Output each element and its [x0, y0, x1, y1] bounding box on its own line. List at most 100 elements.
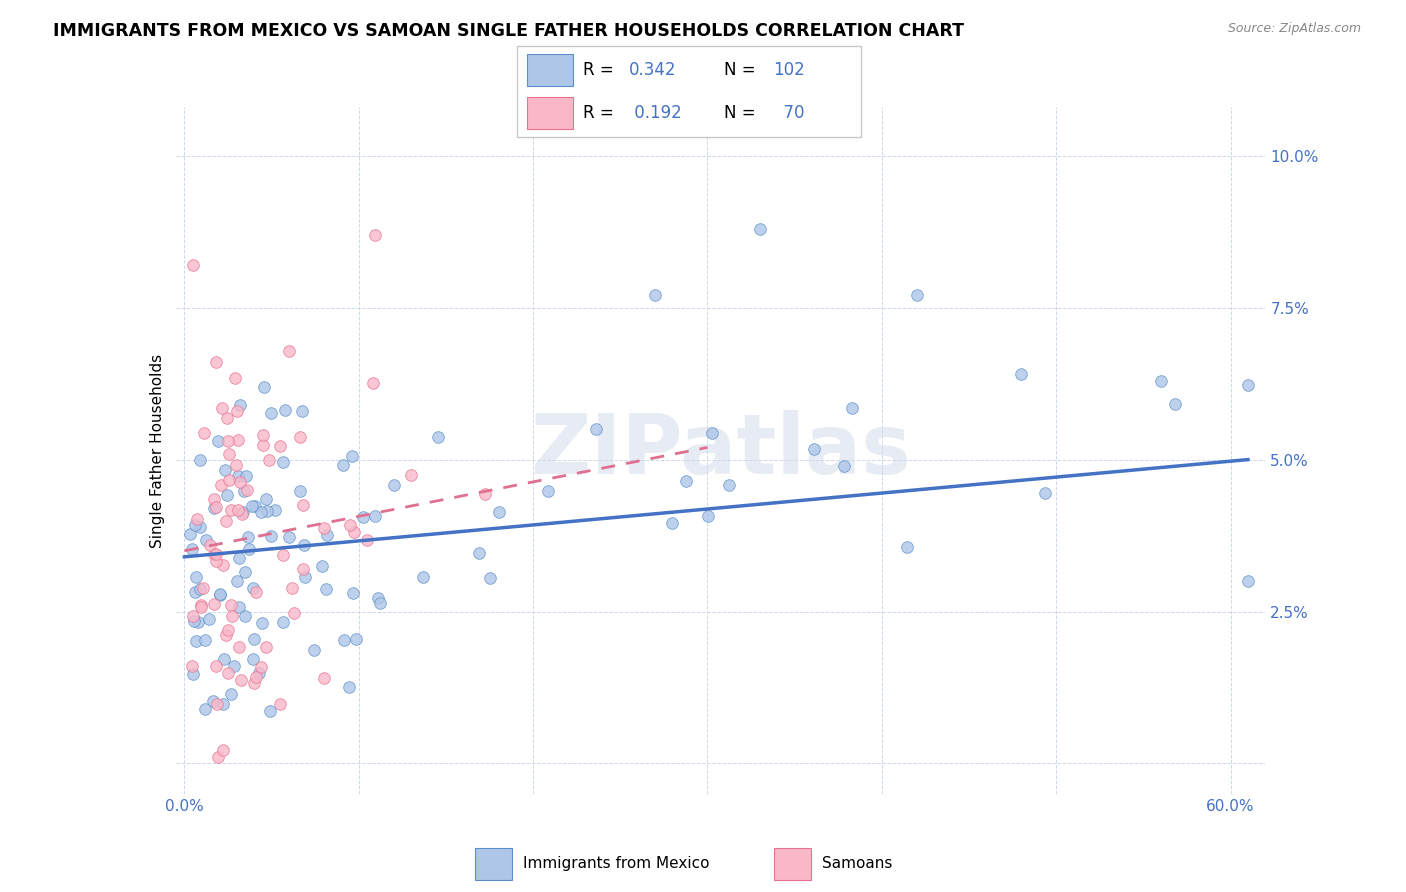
- Point: [343, 524, 366, 539]
- Point: [644, 288, 666, 302]
- Point: [291, 562, 314, 576]
- Point: [179, 527, 201, 541]
- Point: [194, 533, 217, 547]
- Text: R =: R =: [583, 104, 620, 122]
- Point: [1035, 486, 1057, 500]
- Point: [252, 437, 274, 451]
- Point: [332, 632, 354, 647]
- Y-axis label: Single Father Households: Single Father Households: [149, 353, 165, 548]
- Point: [292, 538, 315, 552]
- Point: [228, 550, 250, 565]
- Point: [841, 401, 863, 415]
- Point: [217, 434, 239, 449]
- Point: [228, 599, 250, 614]
- Point: [219, 687, 242, 701]
- Point: [204, 554, 226, 568]
- Text: 0.192: 0.192: [630, 104, 682, 122]
- Point: [412, 570, 434, 584]
- Point: [217, 665, 239, 680]
- Point: [243, 675, 266, 690]
- Point: [367, 591, 389, 606]
- Point: [260, 529, 283, 543]
- Text: ZIPatlas: ZIPatlas: [530, 410, 911, 491]
- Point: [250, 616, 273, 631]
- Point: [537, 484, 560, 499]
- Point: [215, 410, 238, 425]
- Point: [236, 530, 259, 544]
- Point: [488, 504, 510, 518]
- Point: [238, 542, 260, 557]
- Point: [339, 517, 361, 532]
- Text: N =: N =: [724, 61, 761, 78]
- Point: [283, 606, 305, 620]
- Point: [202, 597, 225, 611]
- Text: 0.342: 0.342: [630, 61, 676, 78]
- Point: [260, 406, 283, 420]
- Point: [218, 473, 240, 487]
- Point: [427, 430, 450, 444]
- Point: [281, 581, 304, 595]
- Point: [273, 615, 295, 629]
- Point: [232, 505, 254, 519]
- Point: [224, 370, 246, 384]
- Point: [399, 467, 422, 482]
- Point: [245, 670, 267, 684]
- Point: [228, 434, 250, 448]
- Point: [215, 514, 238, 528]
- Point: [211, 742, 233, 756]
- Point: [314, 521, 336, 535]
- Point: [1237, 378, 1260, 392]
- Point: [202, 547, 225, 561]
- Point: [191, 581, 214, 595]
- Point: [292, 498, 315, 512]
- Point: [219, 599, 242, 613]
- Point: [219, 502, 242, 516]
- Point: [187, 615, 209, 630]
- Point: [1164, 397, 1187, 411]
- Point: [896, 540, 918, 554]
- Point: [188, 582, 211, 597]
- Point: [474, 487, 496, 501]
- Point: [212, 652, 235, 666]
- Point: [316, 527, 339, 541]
- Point: [361, 376, 384, 390]
- Point: [257, 453, 280, 467]
- Point: [250, 505, 273, 519]
- Point: [181, 658, 204, 673]
- Point: [207, 697, 229, 711]
- Point: [315, 582, 337, 596]
- Point: [1150, 374, 1173, 388]
- Point: [254, 492, 277, 507]
- Point: [184, 585, 207, 599]
- Point: [204, 659, 226, 673]
- Point: [697, 509, 720, 524]
- Point: [183, 608, 205, 623]
- Point: [1010, 368, 1032, 382]
- Point: [253, 379, 276, 393]
- Point: [256, 504, 278, 518]
- Point: [226, 574, 249, 588]
- Point: [340, 449, 363, 463]
- Point: [193, 425, 215, 440]
- Point: [342, 585, 364, 599]
- Point: [364, 227, 387, 242]
- Point: [190, 600, 212, 615]
- Point: [382, 478, 405, 492]
- Point: [228, 640, 250, 654]
- FancyBboxPatch shape: [517, 45, 860, 137]
- Point: [226, 468, 249, 483]
- Point: [217, 488, 239, 502]
- Point: [205, 500, 228, 514]
- Point: [242, 652, 264, 666]
- Point: [271, 454, 294, 468]
- Text: Source: ZipAtlas.com: Source: ZipAtlas.com: [1227, 22, 1361, 36]
- Point: [229, 673, 252, 687]
- Text: IMMIGRANTS FROM MEXICO VS SAMOAN SINGLE FATHER HOUSEHOLDS CORRELATION CHART: IMMIGRANTS FROM MEXICO VS SAMOAN SINGLE …: [53, 22, 965, 40]
- Point: [748, 221, 770, 235]
- Point: [259, 704, 281, 718]
- Point: [181, 258, 204, 272]
- Point: [661, 516, 683, 530]
- Point: [226, 503, 249, 517]
- Point: [344, 632, 367, 647]
- Bar: [527, 97, 574, 129]
